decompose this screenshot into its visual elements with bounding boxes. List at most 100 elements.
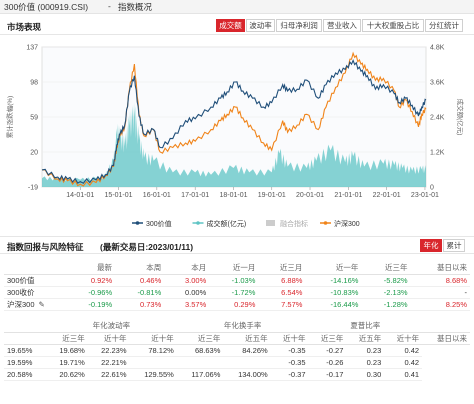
risk-cell: 0.42 xyxy=(384,356,423,369)
tab-top10-weights[interactable]: 十大权重股占比 xyxy=(362,19,424,32)
risk-row: 19.59% 19.71% 22.21% -0.35 -0.26 0.23 0.42 xyxy=(4,356,470,369)
risk-col-header: 近三年 xyxy=(46,332,88,345)
returns-cell: 6.54% xyxy=(258,286,306,299)
returns-cell: -2.13% xyxy=(361,286,411,299)
returns-row-name: 沪深300 ✎ xyxy=(4,298,66,311)
returns-cell: -14.16% xyxy=(305,274,362,287)
risk-table: 年化波动率 年化换手率 夏普比率 近三年 近十年 近十年 近三年 近五年 近十年 近三年 近五… xyxy=(4,320,470,381)
x-tick-label: 23-01-01 xyxy=(411,192,439,199)
returns-cell: 8.68% xyxy=(410,274,470,287)
legend-turnover[interactable]: 成交额(亿元) xyxy=(192,219,247,228)
x-tick-label: 19-01-01 xyxy=(258,192,286,199)
x-tick-label: 17-01-01 xyxy=(181,192,209,199)
risk-cell: 19.65% xyxy=(4,344,46,357)
risk-cell: 22.61% xyxy=(87,368,130,381)
returns-row-name: 300价值 xyxy=(4,274,66,287)
risk-col-header: 近十年 xyxy=(270,332,309,345)
x-tick-label: 21-01-01 xyxy=(334,192,362,199)
risk-cell: 0.23 xyxy=(346,356,385,369)
returns-col-header: 本周 xyxy=(115,262,165,275)
legend-value-index[interactable]: 300价值 xyxy=(132,219,172,228)
risk-col-header: 近三年 xyxy=(176,332,224,345)
market-section-header: 市场表现 成交额 波动率 归母净利润 营业收入 十大权重股占比 分红统计 xyxy=(0,17,474,35)
returns-row: 300收价 -0.96% -0.81% 0.00% -1.72% 6.54% -10.83%… xyxy=(4,286,470,299)
returns-header-row: 最新 本周 本月 近一月 近三月 近一年 近三年 基日以来 xyxy=(4,262,470,275)
returns-col-header: 近一月 xyxy=(209,262,259,275)
y-left-tick-label: 98 xyxy=(30,80,38,87)
returns-row: 300价值 0.92% 0.46% 3.00% -1.03% 6.88% -14.16% -5… xyxy=(4,274,470,287)
tab-net-profit[interactable]: 归母净利润 xyxy=(276,19,322,32)
risk-cell: -0.26 xyxy=(308,356,347,369)
returns-cell: -1.03% xyxy=(209,274,259,287)
x-tick-label: 20-01-01 xyxy=(296,192,324,199)
risk-cell: 19.59% xyxy=(4,356,46,369)
risk-cell: 78.12% xyxy=(129,344,177,357)
returns-cell: 0.73% xyxy=(115,298,165,311)
risk-cell: -0.27 xyxy=(308,344,347,357)
y-right-label: 成交额(亿元) xyxy=(456,99,465,136)
returns-cell: 7.57% xyxy=(258,298,306,311)
tab-annualized[interactable]: 年化 xyxy=(420,239,442,252)
returns-cell: 0.00% xyxy=(164,286,210,299)
market-chart: 累计涨跌幅(%) 成交额(亿元) 137 98 59 20 -19 4.8K 3.6K 2.… xyxy=(0,37,474,237)
returns-row: 沪深300 ✎ -0.19% 0.73% 3.57% 0.29% 7.57% -16.44% -… xyxy=(4,298,470,311)
y-left-tick-label: 137 xyxy=(26,45,38,52)
risk-cell xyxy=(129,356,177,369)
returns-table: 最新 本周 本月 近一月 近三月 近一年 近三年 基日以来 300价值 0.92% 0.46% 3.… xyxy=(4,262,470,311)
risk-col-header: 近十年 xyxy=(87,332,130,345)
risk-col-header: 近十年 xyxy=(384,332,423,345)
risk-col-header: 近五年 xyxy=(223,332,271,345)
market-chart-svg: 累计涨跌幅(%) 成交额(亿元) 137 98 59 20 -19 4.8K 3.6K 2.… xyxy=(5,45,465,229)
index-name: 300价值 (000919.CSI) xyxy=(4,2,89,12)
risk-row: 20.58% 20.62% 22.61% 129.55% 117.06% 134.00% -… xyxy=(4,368,470,381)
returns-col-header: 近三年 xyxy=(361,262,411,275)
returns-col-header: 本月 xyxy=(164,262,210,275)
risk-cell: 20.58% xyxy=(4,368,46,381)
tab-dividends[interactable]: 分红统计 xyxy=(425,19,463,32)
risk-cell: 129.55% xyxy=(129,368,177,381)
tab-revenue[interactable]: 营业收入 xyxy=(323,19,361,32)
pencil-icon[interactable]: ✎ xyxy=(38,299,45,309)
returns-col-header: 基日以来 xyxy=(410,262,470,275)
risk-cell: 19.71% xyxy=(46,356,88,369)
risk-cell: -0.37 xyxy=(270,368,309,381)
sharpe-group-header: 夏普比率 xyxy=(308,320,423,333)
y-left-tick-label: -19 xyxy=(28,185,38,192)
legend-hs300[interactable]: 沪深300 xyxy=(320,219,360,228)
risk-cell: 0.23 xyxy=(346,344,385,357)
returns-col-header: 近一年 xyxy=(305,262,362,275)
returns-cell: -0.96% xyxy=(66,286,116,299)
returns-cell: 3.57% xyxy=(164,298,210,311)
risk-group-header-row: 年化波动率 年化换手率 夏普比率 xyxy=(4,320,470,333)
turnover-area xyxy=(42,102,426,187)
risk-col-header: 近三年 xyxy=(308,332,347,345)
y-left-tick-label: 20 xyxy=(30,150,38,157)
tab-cumulative[interactable]: 累计 xyxy=(443,239,465,252)
x-tick-label: 14-01-01 xyxy=(66,192,94,199)
returns-cell: 0.92% xyxy=(66,274,116,287)
risk-title: 指数回报与风险特征 xyxy=(7,242,84,252)
market-title: 市场表现 xyxy=(7,22,42,32)
x-tick-label: 22-01-01 xyxy=(373,192,401,199)
risk-section-header: 指数回报与风险特征 (最新交易日:2023/01/11) 年化 累计 xyxy=(0,236,474,254)
returns-cell: - xyxy=(410,286,470,299)
returns-col-header: 最新 xyxy=(66,262,116,275)
legend-fusion-indicator[interactable]: 融合指标 xyxy=(266,219,308,228)
risk-cell: 22.23% xyxy=(87,344,130,357)
returns-cell: 6.88% xyxy=(258,274,306,287)
title-bar: 300价值 (000919.CSI) - 指数概况 xyxy=(0,0,474,14)
risk-cell: -0.17 xyxy=(308,368,347,381)
risk-cell: 134.00% xyxy=(223,368,271,381)
tab-volatility[interactable]: 波动率 xyxy=(246,19,275,32)
risk-col-header xyxy=(4,332,46,345)
latest-trade-date: (最新交易日:2023/01/11) xyxy=(100,242,194,252)
risk-col-header: 近十年 xyxy=(129,332,177,345)
risk-cell: 0.42 xyxy=(384,344,423,357)
returns-cell: 8.25% xyxy=(410,298,470,311)
tab-turnover[interactable]: 成交额 xyxy=(216,19,245,32)
page-title: 指数概况 xyxy=(118,2,153,12)
turnover-group-header: 年化换手率 xyxy=(176,320,309,333)
legend-swatch xyxy=(266,220,275,226)
legend-swatch-dot xyxy=(323,221,328,225)
hs300-line xyxy=(41,51,427,187)
